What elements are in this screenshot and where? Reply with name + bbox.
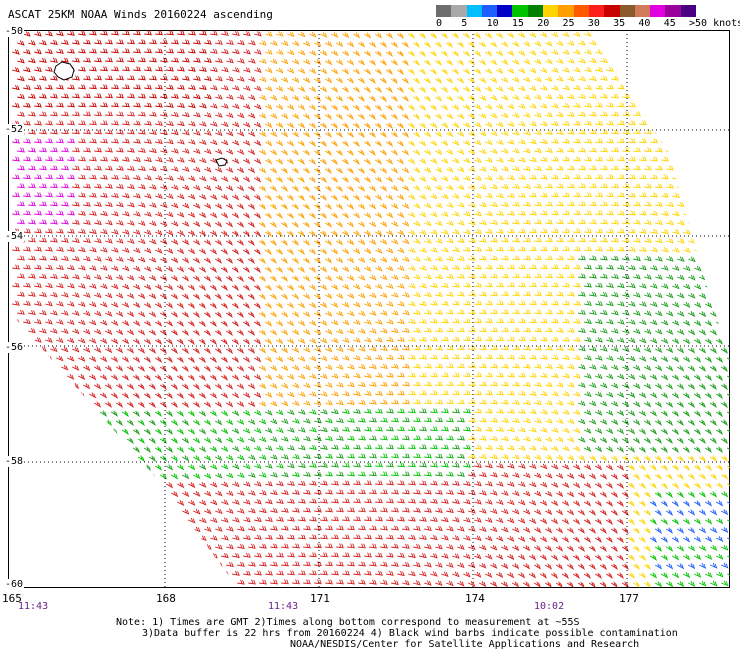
scale-tick-label: 5 [461, 18, 468, 29]
note-line-3: NOAA/NESDIS/Center for Satellite Applica… [290, 639, 640, 650]
auckland-islands [53, 61, 75, 81]
scale-tick-label: 25 [562, 18, 575, 29]
lat-label-54: -54 [4, 231, 25, 242]
scale-swatch [512, 5, 529, 17]
scale-swatch [451, 5, 468, 17]
lat-label-60: -60 [4, 579, 25, 590]
scale-swatch [543, 5, 559, 17]
lon-label-177: 177 [619, 592, 639, 605]
scale-swatch [558, 5, 575, 17]
scale-swatch [481, 5, 498, 17]
scale-tick-label: 0 [436, 18, 443, 29]
lat-label-56: -56 [4, 342, 25, 353]
scale-tick-label: >50 knots [689, 18, 740, 29]
scale-swatch [527, 5, 544, 17]
scale-swatch [650, 5, 666, 17]
scale-tick-label: 20 [537, 18, 550, 29]
lat-label-50: -50 [4, 26, 25, 37]
time-label-1: 11:43 [18, 601, 49, 612]
scale-swatch [466, 5, 483, 17]
scale-swatch [619, 5, 636, 17]
wind-barb-map [8, 30, 730, 588]
scale-swatch [588, 5, 605, 17]
map-frame [8, 30, 730, 588]
scale-swatch [604, 5, 621, 17]
note-line-2: 3)Data buffer is 22 hrs from 20160224 4)… [142, 628, 678, 639]
time-label-3: 10:02 [534, 601, 565, 612]
lat-lon-grid [8, 30, 730, 588]
lon-label-168: 168 [156, 592, 176, 605]
scale-swatch [634, 5, 651, 17]
scale-tick-label: 45 [663, 18, 676, 29]
scale-tick-label: 15 [511, 18, 524, 29]
scale-tick-label: 30 [587, 18, 600, 29]
lat-label-52: -52 [4, 124, 25, 135]
scale-swatch [680, 5, 697, 17]
scale-tick-label: 35 [613, 18, 626, 29]
scale-swatch [436, 5, 452, 17]
map-title: ASCAT 25KM NOAA Winds 20160224 ascending [8, 8, 273, 21]
scale-tick-label: 10 [486, 18, 499, 29]
wind-speed-color-scale: 0 5 10 15 20 25 30 35 40 45 >50 knots [436, 5, 740, 33]
campbell-island [215, 157, 228, 167]
lon-label-174: 174 [465, 592, 485, 605]
scale-swatch [665, 5, 682, 17]
time-label-2: 11:43 [268, 601, 299, 612]
scale-swatch [573, 5, 590, 17]
wind-barbs [11, 30, 730, 588]
lon-label-171: 171 [310, 592, 330, 605]
lon-label-165: 165 [2, 592, 22, 605]
lat-label-58: -58 [4, 456, 25, 467]
scale-tick-label: 40 [638, 18, 651, 29]
scale-swatch [497, 5, 513, 17]
note-line-1: Note: 1) Times are GMT 2)Times along bot… [116, 617, 580, 628]
